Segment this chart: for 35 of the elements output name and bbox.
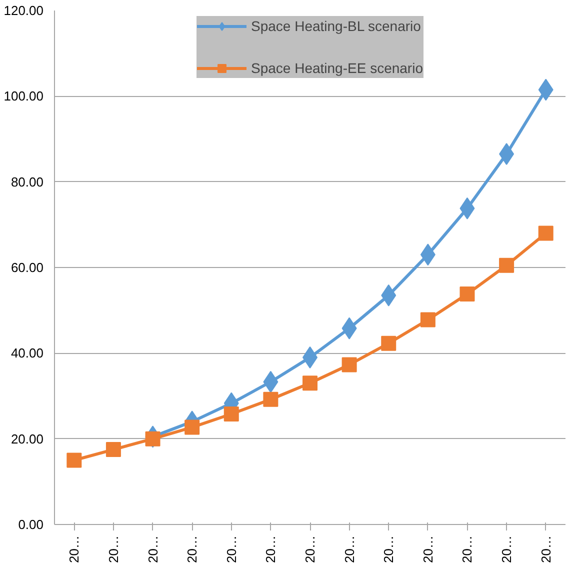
legend-label: Space Heating-BL scenario (251, 18, 421, 34)
x-tick-label: 20… (66, 535, 82, 563)
point (66, 452, 82, 468)
point (381, 336, 396, 351)
x-tick-label: 20… (499, 535, 514, 563)
x-tick-label: 20… (302, 535, 318, 563)
y-tick-label: 20.00 (10, 431, 44, 446)
point (499, 258, 514, 273)
point (538, 226, 554, 241)
point (145, 431, 160, 446)
legend-label: Space Heating-EE scenario (251, 60, 423, 76)
point (420, 312, 436, 328)
point (302, 376, 318, 391)
x-tick-label: 20… (420, 535, 436, 563)
x-tick-label: 20… (184, 535, 200, 563)
x-tick-label: 20… (538, 535, 554, 563)
y-tick-label: 60.00 (10, 260, 44, 275)
point (106, 442, 121, 458)
x-tick-label: 20… (460, 535, 475, 563)
point (263, 392, 278, 407)
point (184, 420, 200, 435)
x-tick-label: 20… (342, 535, 357, 563)
x-tick-label: 20… (106, 535, 121, 563)
point (224, 406, 239, 422)
x-tick-label: 20… (263, 535, 278, 563)
y-tick-label: 80.00 (10, 174, 44, 190)
y-tick-label: 100.00 (4, 88, 44, 104)
x-tick-label: 20… (381, 535, 396, 563)
y-tick-label: 120.00 (4, 3, 44, 18)
x-tick-label: 20… (145, 535, 160, 563)
point (460, 286, 475, 302)
y-tick-label: 0.00 (18, 517, 44, 532)
y-tick-label: 40.00 (10, 346, 44, 361)
point (342, 357, 357, 372)
x-tick-label: 20… (224, 535, 239, 563)
